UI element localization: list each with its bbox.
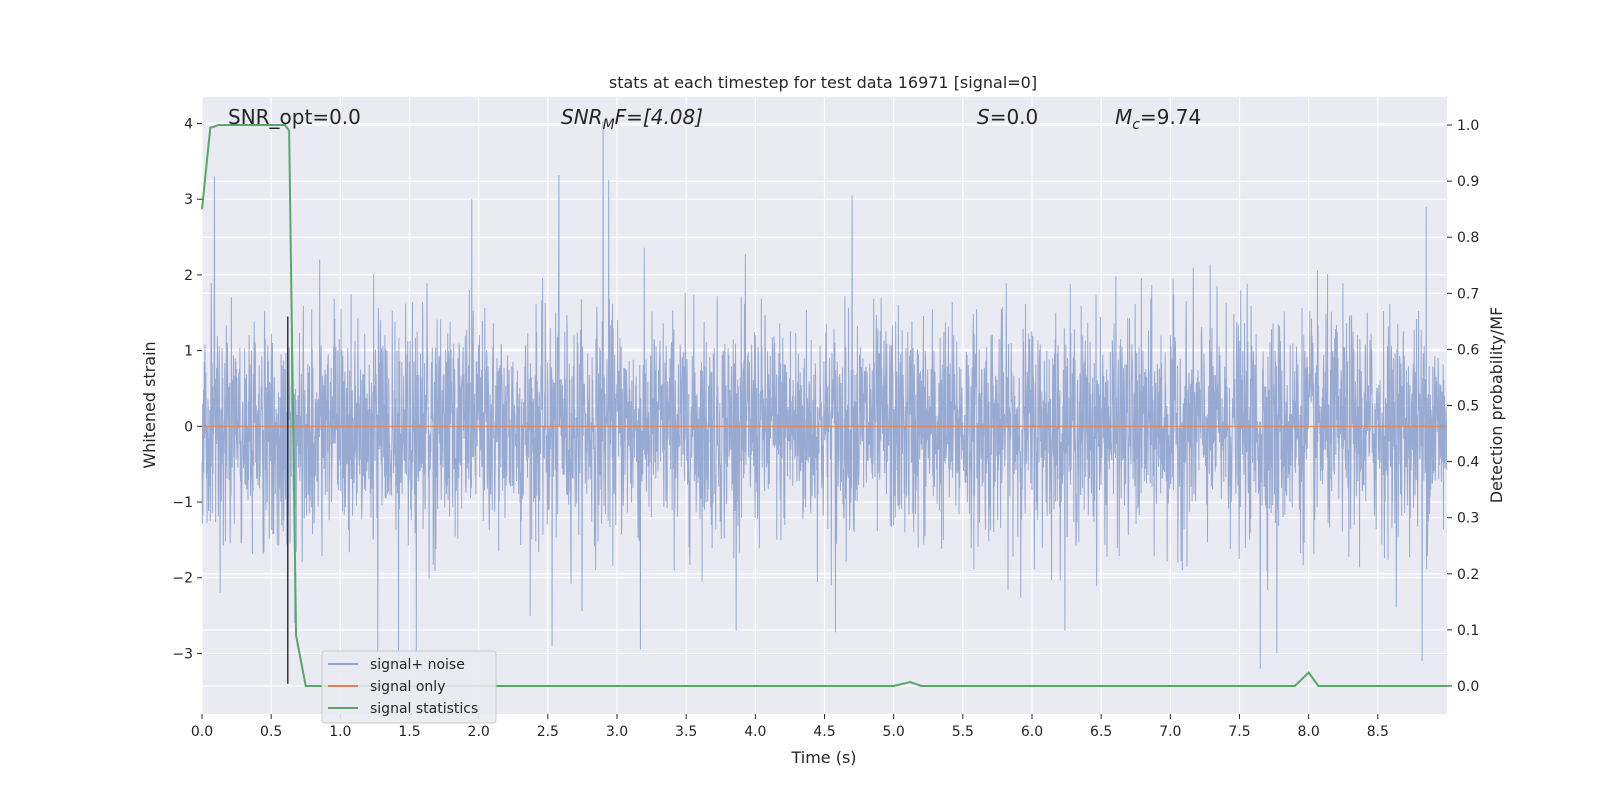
annotation-mc-main: M [1115,105,1132,129]
annotation-snr-mf-main: SNR [561,105,603,129]
y-tick-label-right-6: 0.6 [1457,342,1479,358]
annotations: SNR_opt=0.0 SNRMF=[4.08] S=0.0 Mc=9.74 [228,105,1201,133]
x-tick-label-4: 2.0 [468,724,490,740]
annotation-snr-opt: SNR_opt=0.0 [228,105,361,129]
y-axis-label-left: Whitened strain [140,341,159,468]
y-tick-label-left-7: 4 [184,116,193,132]
x-tick-label-13: 6.5 [1090,724,1112,740]
y-tick-label-right-5: 0.5 [1457,399,1479,415]
x-tick-label-9: 4.5 [813,724,835,740]
x-tick-label-0: 0.0 [191,724,213,740]
y-tick-label-right-10: 1.0 [1457,118,1479,134]
y-tick-label-right-1: 0.1 [1457,623,1479,639]
y-tick-label-right-8: 0.8 [1457,230,1479,246]
x-tick-label-7: 3.5 [675,724,697,740]
series-signal-noise [201,121,1448,669]
annotation-mc-sub: c [1132,117,1140,133]
y-axis-label-right: Detection probability/MF [1487,307,1506,504]
annotation-mc-rest: =9.74 [1140,105,1201,129]
ticks-layer: 0.0 0.5 1.0 1.5 2.0 2.5 3.0 3.5 4.0 4.5 5.0 5.5 6.0 6… [172,116,1479,740]
x-axis-label: Time (s) [790,748,856,767]
chart-title: stats at each timestep for test data 169… [609,73,1037,92]
series-layer [201,121,1448,687]
y-tick-label-right-0: 0.0 [1457,679,1479,695]
x-tick-label-5: 2.5 [537,724,559,740]
x-tick-label-15: 7.5 [1228,724,1250,740]
y-tick-label-left-5: 2 [184,268,193,284]
y-tick-label-left-2: −1 [172,495,193,511]
annotation-s-rest: =0.0 [990,105,1039,129]
legend-label-signal-statistics: signal statistics [370,701,478,717]
y-tick-label-right-4: 0.4 [1457,455,1479,471]
annotation-mc: Mc=9.74 [1115,105,1201,133]
x-tick-label-10: 5.0 [883,724,905,740]
annotation-s-main: S [977,105,990,129]
y-tick-label-left-3: 0 [184,419,193,435]
x-tick-label-12: 6.0 [1021,724,1043,740]
x-tick-label-2: 1.0 [329,724,351,740]
x-tick-label-11: 5.5 [952,724,974,740]
x-tick-label-16: 8.0 [1298,724,1320,740]
y-tick-label-left-1: −2 [172,571,193,587]
legend-box [321,650,497,724]
y-tick-label-left-4: 1 [184,344,193,360]
x-tick-label-6: 3.0 [606,724,628,740]
x-tick-label-8: 4.0 [744,724,766,740]
legend: signal+ noise signal only signal statist… [321,650,497,724]
y-tick-label-right-3: 0.3 [1457,511,1479,527]
y-tick-label-right-2: 0.2 [1457,567,1479,583]
x-tick-label-3: 1.5 [398,724,420,740]
y-tick-label-left-0: −3 [172,646,193,662]
legend-label-signal-noise: signal+ noise [370,657,465,673]
annotation-s: S=0.0 [977,105,1038,129]
x-tick-label-17: 8.5 [1367,724,1389,740]
annotation-snr-mf-rest: F=[4.08] [615,105,703,129]
annotation-snr-mf: SNRMF=[4.08] [561,105,703,133]
y-tick-label-right-9: 0.9 [1457,174,1479,190]
series-signal-statistics [201,124,1447,687]
y-tick-label-left-6: 3 [184,192,193,208]
x-tick-label-1: 0.5 [260,724,282,740]
legend-label-signal-only: signal only [370,679,445,695]
annotation-snr-mf-sub: M [603,117,615,133]
y-tick-label-right-7: 0.7 [1457,286,1479,302]
x-tick-label-14: 7.0 [1159,724,1181,740]
